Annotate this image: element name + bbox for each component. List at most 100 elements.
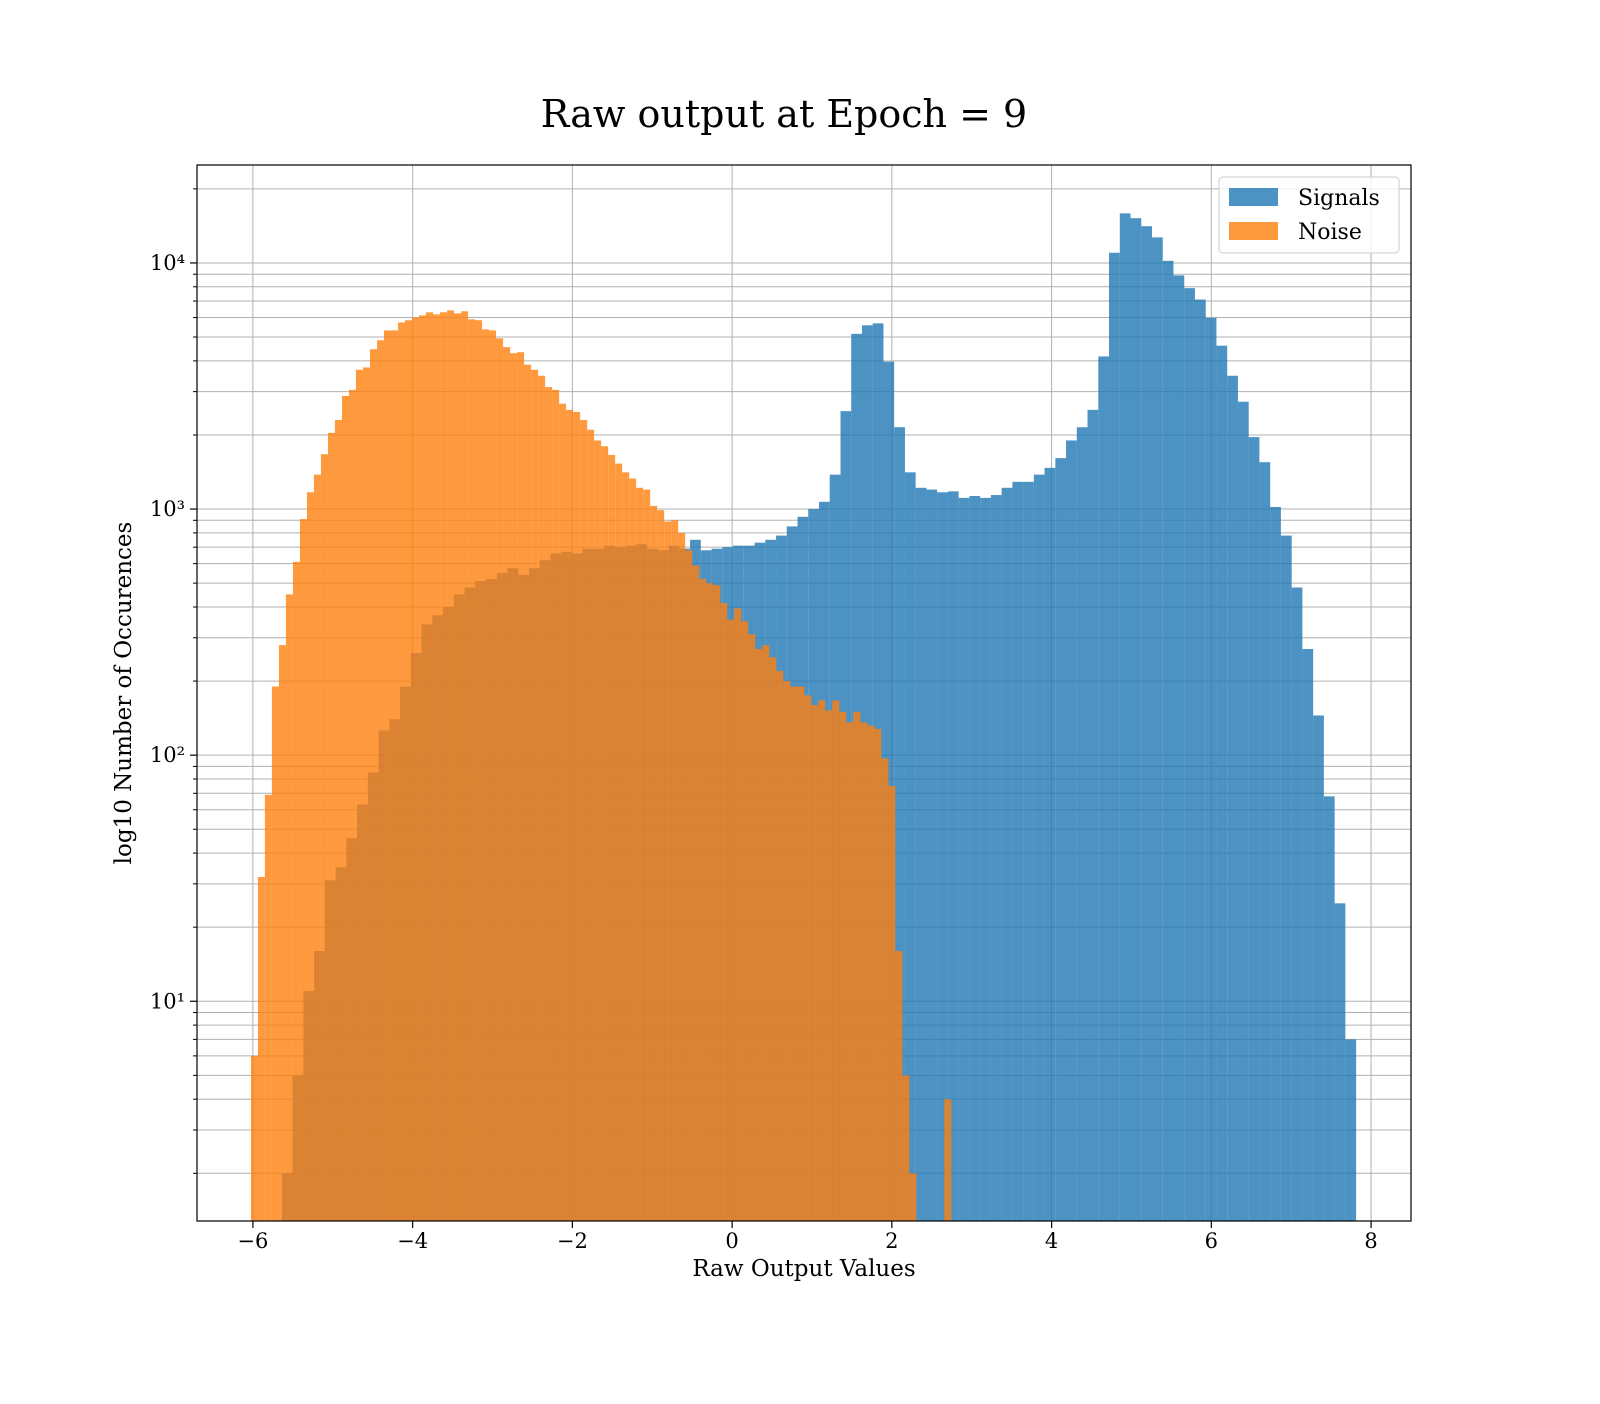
x-tick-label: 8	[1364, 1229, 1377, 1253]
axes-frame	[196, 164, 1412, 1222]
histogram-bar	[664, 521, 672, 1221]
x-tick-label: −2	[557, 1229, 588, 1253]
histogram-bar	[468, 319, 476, 1221]
histogram-bar	[510, 353, 518, 1221]
histogram-bar	[1141, 226, 1152, 1221]
histogram-bar	[306, 492, 314, 1221]
histogram-bar	[692, 565, 700, 1221]
x-tick-label: 6	[1205, 1229, 1218, 1253]
x-tick-label: −6	[237, 1229, 268, 1253]
y-tick-label: 10³	[150, 497, 185, 521]
histogram-bar	[685, 550, 693, 1221]
histogram-bar	[1055, 458, 1067, 1221]
histogram-bar	[853, 711, 861, 1221]
histogram-bar	[313, 474, 321, 1221]
histogram-bar	[341, 395, 349, 1221]
histogram-bar	[1270, 506, 1281, 1221]
y-tick-label: 10²	[150, 743, 185, 767]
histogram-bar	[969, 495, 981, 1221]
histogram-bar	[622, 472, 630, 1221]
histogram-bar	[1076, 427, 1088, 1221]
histogram-bar	[355, 369, 363, 1221]
legend-label: Signals	[1298, 186, 1380, 211]
histogram-bar	[846, 722, 854, 1221]
histogram-bar	[1023, 481, 1034, 1221]
histogram-bar	[1109, 252, 1120, 1221]
histogram-bar	[615, 463, 623, 1221]
histogram-bar	[271, 686, 279, 1221]
histogram-bar	[874, 728, 882, 1221]
histogram-bar	[1259, 462, 1271, 1221]
histogram-bar	[573, 411, 581, 1221]
histogram-bar	[1248, 437, 1260, 1221]
histogram-bar	[636, 487, 644, 1221]
histogram-bar	[713, 585, 721, 1221]
histogram-bar	[832, 700, 840, 1221]
histogram-bar	[538, 375, 546, 1221]
histogram-bar	[1130, 218, 1142, 1221]
histogram-bar	[425, 312, 434, 1221]
histogram-bar	[1291, 587, 1303, 1221]
histogram-bar	[790, 686, 798, 1221]
histogram-bar	[1194, 299, 1206, 1221]
histogram-bar	[1173, 275, 1185, 1221]
histogram-bar	[629, 478, 637, 1221]
histogram-bar	[699, 578, 707, 1221]
histogram-bar	[264, 794, 272, 1221]
histogram-bar	[559, 403, 567, 1221]
histogram-bar	[1151, 237, 1163, 1221]
histogram-bar	[867, 725, 875, 1221]
histogram-bar	[839, 711, 847, 1221]
histogram-bar	[1345, 1039, 1357, 1221]
x-tick-label: −4	[397, 1229, 428, 1253]
histogram-bar	[755, 648, 763, 1221]
histogram-bar	[475, 320, 483, 1221]
histogram-bar	[678, 532, 686, 1221]
histogram-bar	[601, 446, 609, 1221]
histogram-bar	[327, 432, 335, 1221]
histogram-bar	[657, 510, 665, 1221]
histogram-bar	[1334, 903, 1346, 1221]
histogram-bar	[412, 317, 420, 1221]
histogram-bar	[881, 758, 889, 1221]
x-axis-label: Raw Output Values	[692, 1256, 915, 1282]
histogram-bar	[818, 700, 826, 1221]
plot-area	[250, 213, 1357, 1221]
histogram-bar	[944, 1099, 952, 1221]
histogram-bar	[1280, 535, 1292, 1221]
y-tick-label: 10¹	[150, 989, 185, 1013]
histogram-bar	[720, 603, 728, 1221]
histogram-bar	[369, 349, 378, 1221]
histogram-bar	[257, 876, 265, 1221]
histogram-bar	[671, 520, 679, 1221]
histogram-bar	[566, 409, 574, 1221]
histogram-bar	[706, 583, 714, 1221]
histogram-bar	[503, 347, 511, 1221]
histogram-bar	[482, 329, 490, 1221]
histogram-bar	[783, 681, 791, 1221]
histogram-bar	[552, 389, 560, 1221]
histogram-bar	[594, 440, 602, 1221]
histogram-bar	[1323, 796, 1335, 1221]
histogram-bar	[278, 645, 286, 1221]
histogram-bar	[517, 352, 525, 1221]
legend-swatch	[1229, 188, 1278, 206]
histogram-bar	[419, 315, 426, 1221]
histogram-bar	[926, 489, 938, 1221]
histogram-bar	[990, 495, 1002, 1221]
histogram-bar	[1098, 356, 1110, 1221]
histogram-bar	[1087, 409, 1099, 1221]
axes: 10¹ 10² 10³ 10⁴ −6 −4 −2 0 2 4 6 8	[150, 164, 1412, 1253]
x-tick-label: 4	[1045, 1229, 1058, 1253]
histogram-bar	[888, 785, 896, 1221]
legend-label: Noise	[1298, 220, 1362, 245]
histogram-bar	[825, 710, 833, 1221]
histogram-bar	[804, 695, 812, 1221]
histogram-bar	[1001, 487, 1013, 1221]
histogram-bar	[440, 312, 448, 1221]
histogram-bar	[762, 645, 770, 1221]
histogram-bar	[531, 369, 539, 1221]
histogram-bar	[904, 472, 916, 1221]
